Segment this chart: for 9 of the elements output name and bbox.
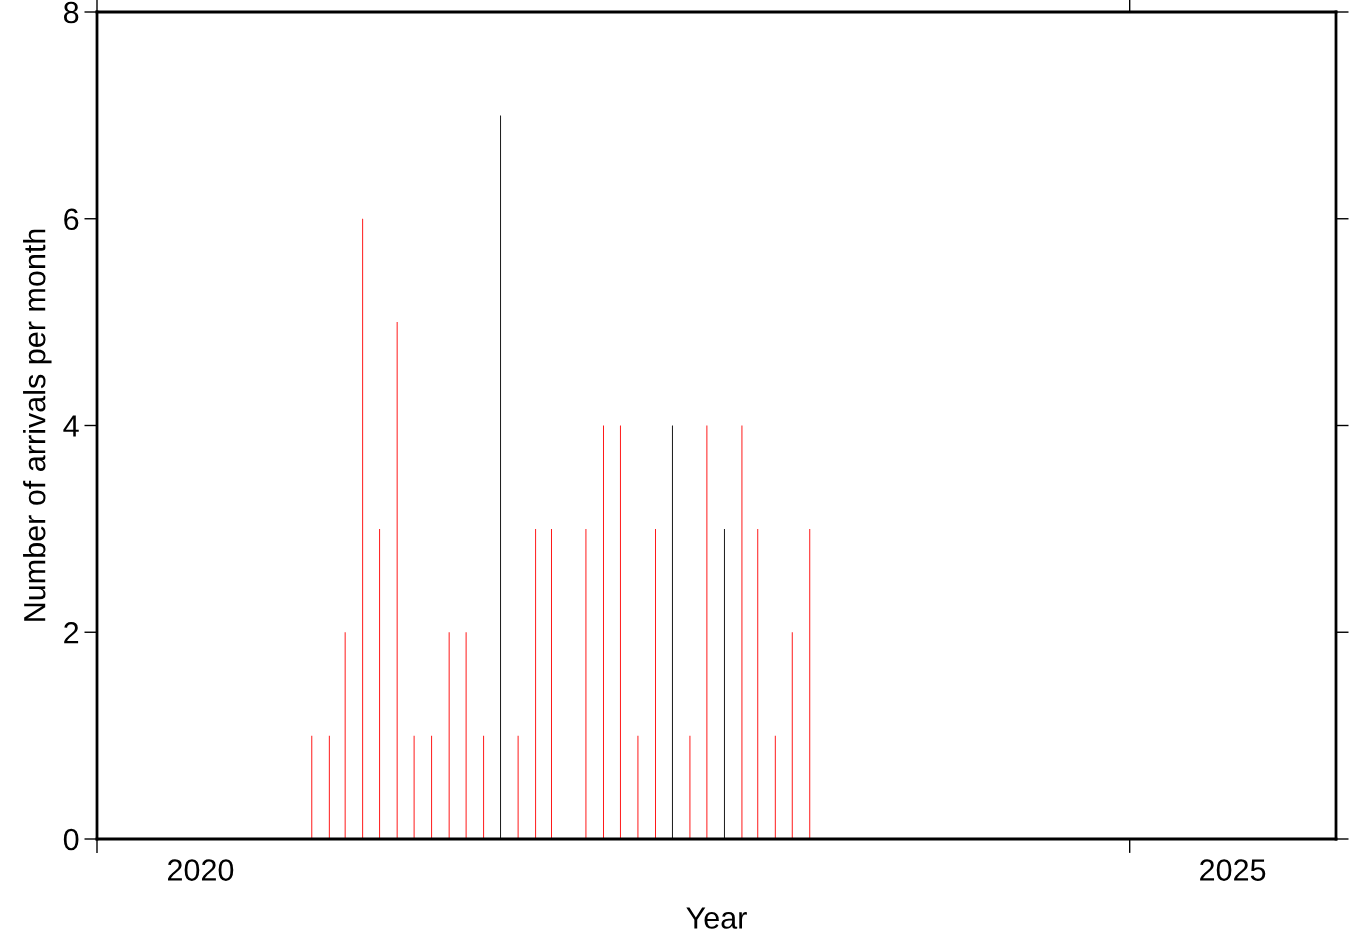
- x-axis-title: Year: [686, 907, 747, 929]
- y-tick-label: 6: [64, 208, 79, 231]
- y-tick-label: 8: [63, 1, 79, 24]
- x-tick-label: 2025: [1200, 859, 1266, 881]
- y-tick-label: 4: [63, 415, 79, 437]
- y-tick-label: 0: [63, 828, 79, 851]
- y-tick-label: 2: [64, 621, 79, 644]
- x-tick-label: 2020: [167, 859, 234, 881]
- y-axis-title: Number of arrivals per month: [23, 229, 52, 621]
